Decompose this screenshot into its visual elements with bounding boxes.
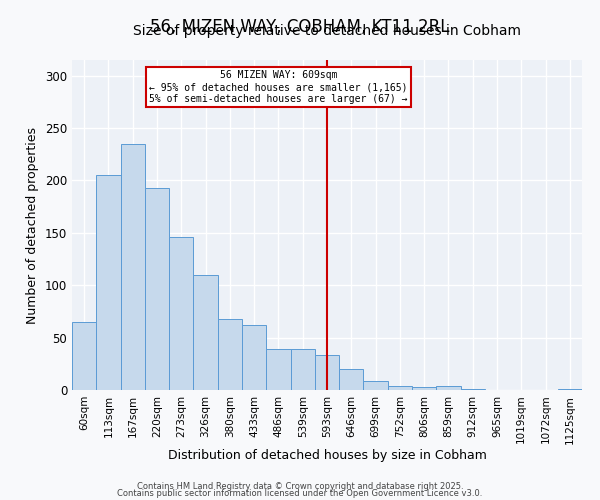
Bar <box>388 386 412 390</box>
Bar <box>96 175 121 390</box>
Bar <box>242 325 266 390</box>
Bar <box>461 389 485 390</box>
Text: 56, MIZEN WAY, COBHAM, KT11 2RL: 56, MIZEN WAY, COBHAM, KT11 2RL <box>150 18 450 36</box>
X-axis label: Distribution of detached houses by size in Cobham: Distribution of detached houses by size … <box>167 449 487 462</box>
Bar <box>169 237 193 390</box>
Bar <box>412 387 436 390</box>
Bar <box>558 389 582 390</box>
Bar <box>436 386 461 390</box>
Bar <box>315 356 339 390</box>
Title: Size of property relative to detached houses in Cobham: Size of property relative to detached ho… <box>133 24 521 38</box>
Bar <box>193 275 218 390</box>
Bar <box>72 322 96 390</box>
Bar <box>218 319 242 390</box>
Bar <box>121 144 145 390</box>
Text: 56 MIZEN WAY: 609sqm
← 95% of detached houses are smaller (1,165)
5% of semi-det: 56 MIZEN WAY: 609sqm ← 95% of detached h… <box>149 70 407 104</box>
Bar <box>145 188 169 390</box>
Bar <box>364 380 388 390</box>
Bar <box>266 349 290 390</box>
Text: Contains public sector information licensed under the Open Government Licence v3: Contains public sector information licen… <box>118 489 482 498</box>
Text: Contains HM Land Registry data © Crown copyright and database right 2025.: Contains HM Land Registry data © Crown c… <box>137 482 463 491</box>
Bar <box>339 369 364 390</box>
Y-axis label: Number of detached properties: Number of detached properties <box>26 126 40 324</box>
Bar <box>290 349 315 390</box>
